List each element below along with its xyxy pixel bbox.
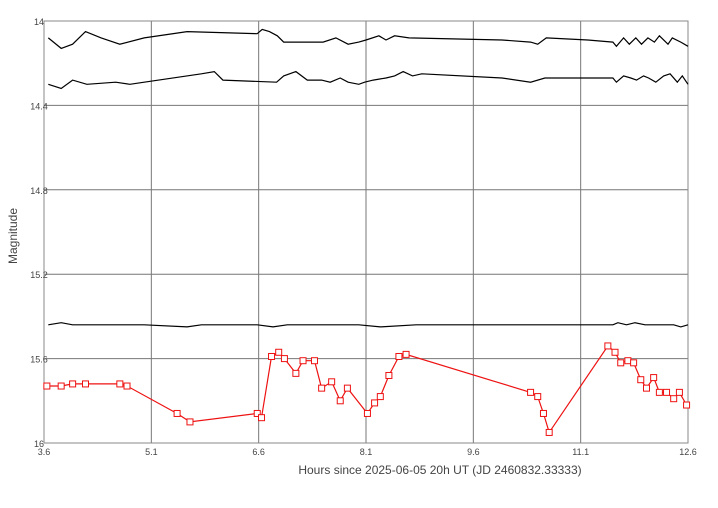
x-tick-label: 11.1 xyxy=(572,447,589,457)
data-point xyxy=(527,388,535,396)
x-tick-label: 12.6 xyxy=(679,447,697,457)
y-tick-label: 14.4 xyxy=(30,101,48,111)
x-tick-label: 6.6 xyxy=(252,447,265,457)
y-tick-label: 14 xyxy=(34,17,44,27)
x-tick-label: 9.6 xyxy=(467,447,480,457)
reference-series-3 xyxy=(48,322,689,328)
x-tick-label: 3.6 xyxy=(38,447,51,457)
data-point xyxy=(116,380,124,388)
data-point xyxy=(604,342,612,350)
x-axis-label: Hours since 2025-06-05 20h UT (JD 246083… xyxy=(298,463,581,477)
data-point xyxy=(258,414,266,422)
data-point xyxy=(57,382,65,390)
data-point xyxy=(637,376,645,384)
data-point xyxy=(683,401,691,409)
y-tick-label: 14.8 xyxy=(30,186,48,196)
data-point xyxy=(395,352,403,360)
data-point xyxy=(385,371,393,379)
data-point xyxy=(299,357,307,365)
data-point xyxy=(363,409,371,417)
target-series-4 xyxy=(43,342,691,436)
data-point xyxy=(630,359,638,367)
grid xyxy=(43,20,689,444)
series xyxy=(43,28,691,436)
data-point xyxy=(336,397,344,405)
y-axis-label: Magnitude xyxy=(6,208,20,264)
data-point xyxy=(670,395,678,403)
data-point xyxy=(675,388,683,396)
data-point xyxy=(328,378,336,386)
data-point xyxy=(275,348,283,356)
data-point xyxy=(611,348,619,356)
x-tick-label: 5.1 xyxy=(145,447,158,457)
data-point xyxy=(292,369,300,377)
data-point xyxy=(376,393,384,401)
data-point xyxy=(663,388,671,396)
data-point xyxy=(402,350,410,358)
y-tick-label: 15.2 xyxy=(30,270,48,280)
data-point xyxy=(43,382,51,390)
y-tick-label: 15.6 xyxy=(30,355,48,365)
series-line xyxy=(48,322,689,328)
data-point xyxy=(655,388,663,396)
data-point xyxy=(617,359,625,367)
plot-frame xyxy=(43,20,689,444)
series-line xyxy=(47,28,689,50)
x-tick-label: 8.1 xyxy=(360,447,373,457)
data-point xyxy=(69,380,77,388)
data-point xyxy=(123,382,131,390)
data-point xyxy=(268,352,276,360)
data-point xyxy=(173,409,181,417)
data-point xyxy=(534,393,542,401)
data-point xyxy=(642,384,650,392)
data-point xyxy=(318,384,326,392)
series-line xyxy=(48,70,689,90)
reference-series-2 xyxy=(48,70,689,90)
data-point xyxy=(253,409,261,417)
reference-series-1 xyxy=(47,28,689,50)
data-point xyxy=(186,418,194,426)
data-point xyxy=(280,355,288,363)
data-point xyxy=(539,409,547,417)
data-point xyxy=(82,380,90,388)
data-point xyxy=(650,374,658,382)
data-point xyxy=(371,399,379,407)
data-point xyxy=(310,357,318,365)
y-tick-label: 16 xyxy=(34,439,44,449)
tick-labels: 3.6 5.1 6.6 8.1 9.6 11.1 12.6 14 14.4 14.8 15.2 15.… xyxy=(30,17,697,457)
data-point xyxy=(343,384,351,392)
data-point xyxy=(624,357,632,365)
data-point xyxy=(545,428,553,436)
